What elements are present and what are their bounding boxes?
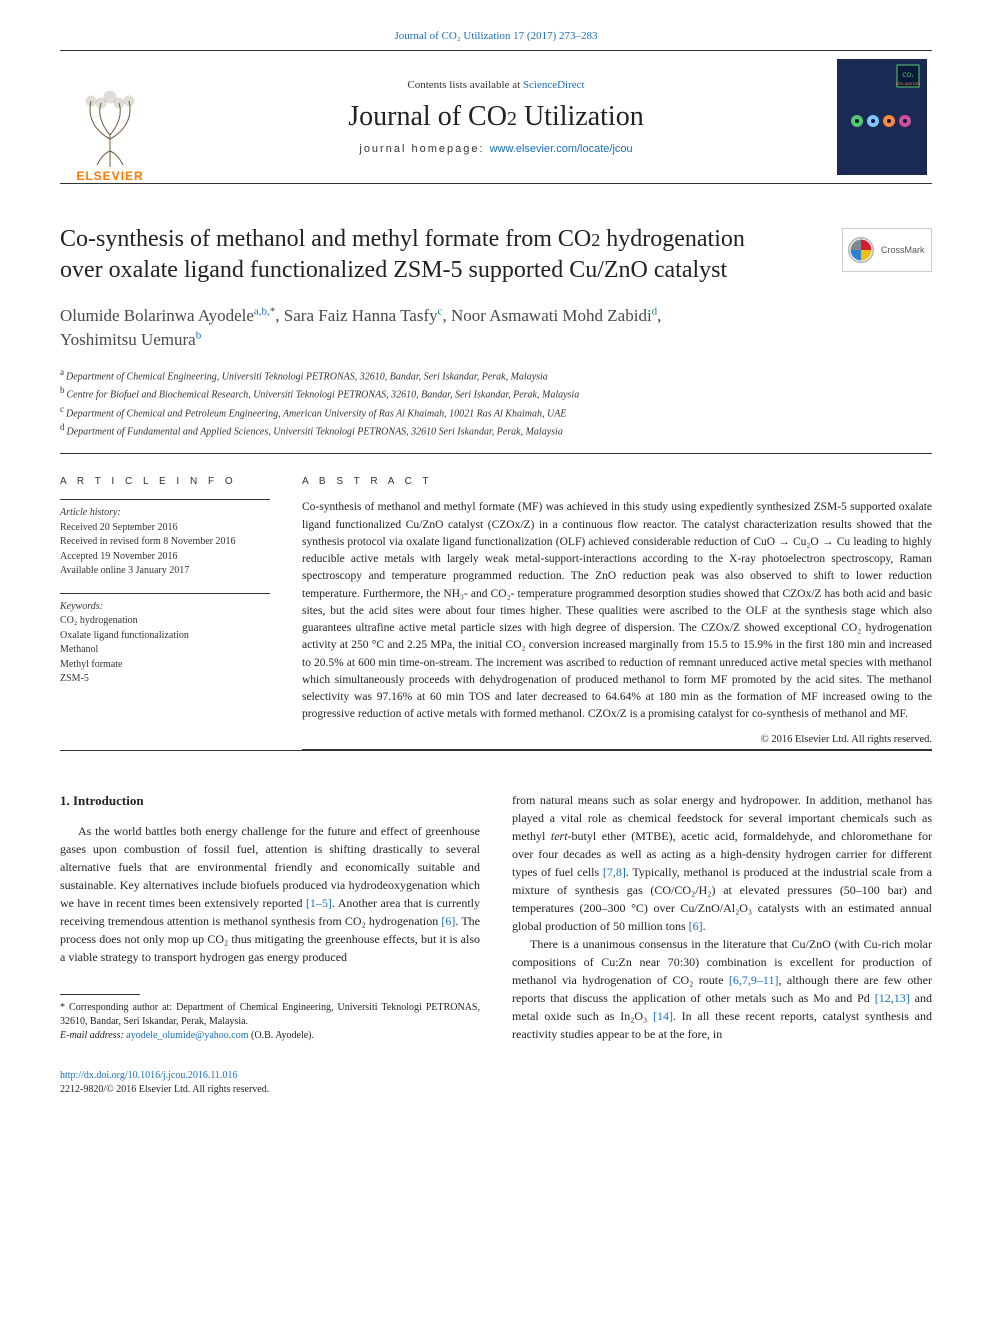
- contents-prefix: Contents lists available at: [407, 79, 522, 91]
- intro-p2: from natural means such as solar energy …: [512, 791, 932, 935]
- crossmark-label: CrossMark: [881, 245, 925, 255]
- history-3: Available online 3 January 2017: [60, 564, 270, 579]
- sciencedirect-link[interactable]: ScienceDirect: [523, 79, 585, 91]
- history-2: Accepted 19 November 2016: [60, 550, 270, 565]
- homepage-line: journal homepage: www.elsevier.com/locat…: [172, 143, 820, 155]
- journal-title-part2: Utilization: [517, 101, 644, 132]
- email-suffix: (O.B. Ayodele).: [249, 1030, 314, 1041]
- body-columns: 1. Introduction As the world battles bot…: [60, 791, 932, 1044]
- issn-line: 2212-9820/© 2016 Elsevier Ltd. All right…: [60, 1083, 932, 1097]
- keywords-block: Keywords: CO₂ hydrogenation Oxalate liga…: [60, 593, 270, 687]
- article-info-column: A R T I C L E I N F O Article history: R…: [60, 476, 270, 749]
- email-label: E-mail address:: [60, 1030, 126, 1041]
- footnote-divider: [60, 994, 140, 995]
- title-l2: over oxalate ligand functionalized ZSM-5…: [60, 257, 727, 283]
- elsevier-tree-icon: [75, 87, 145, 167]
- citation-text[interactable]: Journal of CO₂ Utilization 17 (2017) 273…: [394, 30, 597, 42]
- journal-title-part1: Journal of CO: [348, 101, 507, 132]
- homepage-prefix: journal homepage:: [359, 143, 489, 155]
- aff-b: Centre for Biofuel and Biochemical Resea…: [67, 390, 580, 401]
- author-1[interactable]: Olumide Bolarinwa Ayodele: [60, 306, 254, 325]
- cite-6[interactable]: [12,13]: [875, 991, 910, 1005]
- cite-4[interactable]: [6]: [689, 919, 703, 933]
- info-heading: A R T I C L E I N F O: [60, 476, 270, 487]
- abstract-copyright: © 2016 Elsevier Ltd. All rights reserved…: [302, 734, 932, 745]
- abstract-text: Co-synthesis of methanol and methyl form…: [302, 499, 932, 723]
- crossmark-icon: [847, 236, 875, 264]
- affiliations: aDepartment of Chemical Engineering, Uni…: [60, 366, 932, 439]
- corr-email[interactable]: ayodele_olumide@yahoo.com: [126, 1030, 248, 1041]
- keywords-label: Keywords:: [60, 600, 270, 615]
- author-2[interactable]: Sara Faiz Hanna Tasfy: [284, 306, 438, 325]
- aff-a: Department of Chemical Engineering, Univ…: [66, 371, 548, 382]
- history-1: Received in revised form 8 November 2016: [60, 535, 270, 550]
- body-col-left: 1. Introduction As the world battles bot…: [60, 791, 480, 1044]
- divider: [60, 453, 932, 454]
- kw-0: CO₂ hydrogenation: [60, 614, 270, 629]
- bottom-block: http://dx.doi.org/10.1016/j.jcou.2016.11…: [60, 1069, 932, 1097]
- cite-1[interactable]: [1–5]: [306, 896, 332, 910]
- body-col-right: from natural means such as solar energy …: [512, 791, 932, 1044]
- cite-5[interactable]: [6,7,9–11]: [729, 973, 779, 987]
- journal-cover-thumb[interactable]: CO₂ UTILIZATION: [832, 51, 932, 183]
- title-l1: Co-synthesis of methanol and methyl form…: [60, 226, 591, 252]
- intro-heading: 1. Introduction: [60, 791, 480, 811]
- corr-note: * Corresponding author at: Department of…: [60, 1001, 480, 1029]
- p2-ital: tert: [551, 829, 568, 843]
- homepage-link[interactable]: www.elsevier.com/locate/jcou: [490, 143, 633, 155]
- author-4-aff: b: [196, 330, 202, 342]
- intro-p1: As the world battles both energy challen…: [60, 822, 480, 966]
- p2d: .: [703, 919, 706, 933]
- journal-title-sub: 2: [507, 108, 517, 130]
- aff-d: Department of Fundamental and Applied Sc…: [67, 426, 563, 437]
- kw-1: Oxalate ligand functionalization: [60, 629, 270, 644]
- author-1-corr: *: [270, 306, 276, 318]
- aff-c: Department of Chemical and Petroleum Eng…: [66, 408, 566, 419]
- kw-2: Methanol: [60, 643, 270, 658]
- crossmark-badge[interactable]: CrossMark: [842, 228, 932, 272]
- author-2-aff: c: [438, 306, 443, 318]
- authors-line: Olumide Bolarinwa Ayodelea,b,*, Sara Fai…: [60, 304, 932, 352]
- svg-text:CO₂: CO₂: [902, 73, 914, 79]
- history-0: Received 20 September 2016: [60, 521, 270, 536]
- abstract-heading: A B S T R A C T: [302, 476, 932, 487]
- journal-header: ELSEVIER Contents lists available at Sci…: [60, 50, 932, 184]
- article-history: Article history: Received 20 September 2…: [60, 499, 270, 579]
- cite-7[interactable]: [14]: [653, 1009, 673, 1023]
- author-3-aff: d: [652, 306, 658, 318]
- author-1-aff: a,b,: [254, 306, 270, 318]
- svg-text:UTILIZATION: UTILIZATION: [896, 81, 920, 86]
- title-l1s: hydrogenation: [600, 226, 745, 252]
- elsevier-logo[interactable]: ELSEVIER: [60, 51, 160, 183]
- header-center: Contents lists available at ScienceDirec…: [160, 51, 832, 183]
- footnotes: * Corresponding author at: Department of…: [60, 1001, 480, 1043]
- author-3[interactable]: Noor Asmawati Mohd Zabidi: [451, 306, 652, 325]
- divider-2: [60, 750, 932, 751]
- kw-4: ZSM-5: [60, 672, 270, 687]
- abstract-divider: [302, 749, 932, 750]
- doi-link[interactable]: http://dx.doi.org/10.1016/j.jcou.2016.11…: [60, 1070, 238, 1081]
- contents-line: Contents lists available at ScienceDirec…: [172, 79, 820, 91]
- author-4[interactable]: Yoshimitsu Uemura: [60, 330, 196, 349]
- elsevier-wordmark: ELSEVIER: [76, 169, 143, 183]
- abstract-column: A B S T R A C T Co-synthesis of methanol…: [302, 476, 932, 749]
- cite-2[interactable]: [6]: [441, 914, 455, 928]
- kw-3: Methyl formate: [60, 658, 270, 673]
- citation-bar: Journal of CO₂ Utilization 17 (2017) 273…: [60, 30, 932, 42]
- title-sub: 2: [591, 230, 600, 250]
- intro-p3: There is a unanimous consensus in the li…: [512, 935, 932, 1043]
- article-title: Co-synthesis of methanol and methyl form…: [60, 224, 820, 286]
- cite-3[interactable]: [7,8]: [603, 865, 626, 879]
- journal-title: Journal of CO2 Utilization: [172, 101, 820, 133]
- history-label: Article history:: [60, 506, 270, 521]
